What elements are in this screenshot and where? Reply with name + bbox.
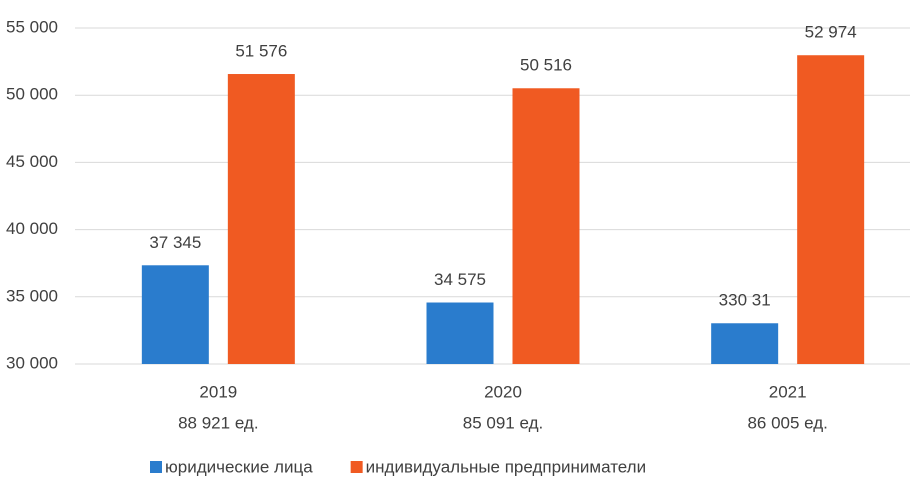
value-label: 50 516 xyxy=(520,56,572,75)
bar xyxy=(426,302,494,364)
bar xyxy=(512,88,580,365)
bar xyxy=(141,265,209,364)
legend-swatch xyxy=(350,461,363,473)
x-tick-label: 2019 xyxy=(199,382,237,401)
y-tick-label: 55 000 xyxy=(6,17,58,36)
x-tick-label: 2020 xyxy=(484,382,522,401)
y-tick-label: 35 000 xyxy=(6,286,58,305)
value-label: 330 31 xyxy=(719,291,771,310)
x-tick-label: 2021 xyxy=(769,382,807,401)
y-tick-label: 40 000 xyxy=(6,219,58,238)
value-label: 37 345 xyxy=(149,233,201,252)
y-tick-label: 50 000 xyxy=(6,85,58,104)
legend-label: индивидуальные предприниматели xyxy=(366,457,646,476)
legend-label: юридические лица xyxy=(165,457,313,476)
value-label: 51 576 xyxy=(235,42,287,61)
y-tick-label: 30 000 xyxy=(6,353,58,372)
bar xyxy=(797,55,865,365)
x-tick-label: 88 921 ед. xyxy=(178,413,258,432)
x-tick-label: 85 091 ед. xyxy=(463,413,543,432)
bar xyxy=(711,323,779,364)
y-tick-label: 45 000 xyxy=(6,152,58,171)
x-tick-label: 86 005 ед. xyxy=(747,413,827,432)
bar xyxy=(227,74,295,365)
legend-swatch xyxy=(150,461,162,473)
value-label: 34 575 xyxy=(434,270,486,289)
value-label: 52 974 xyxy=(805,23,857,42)
